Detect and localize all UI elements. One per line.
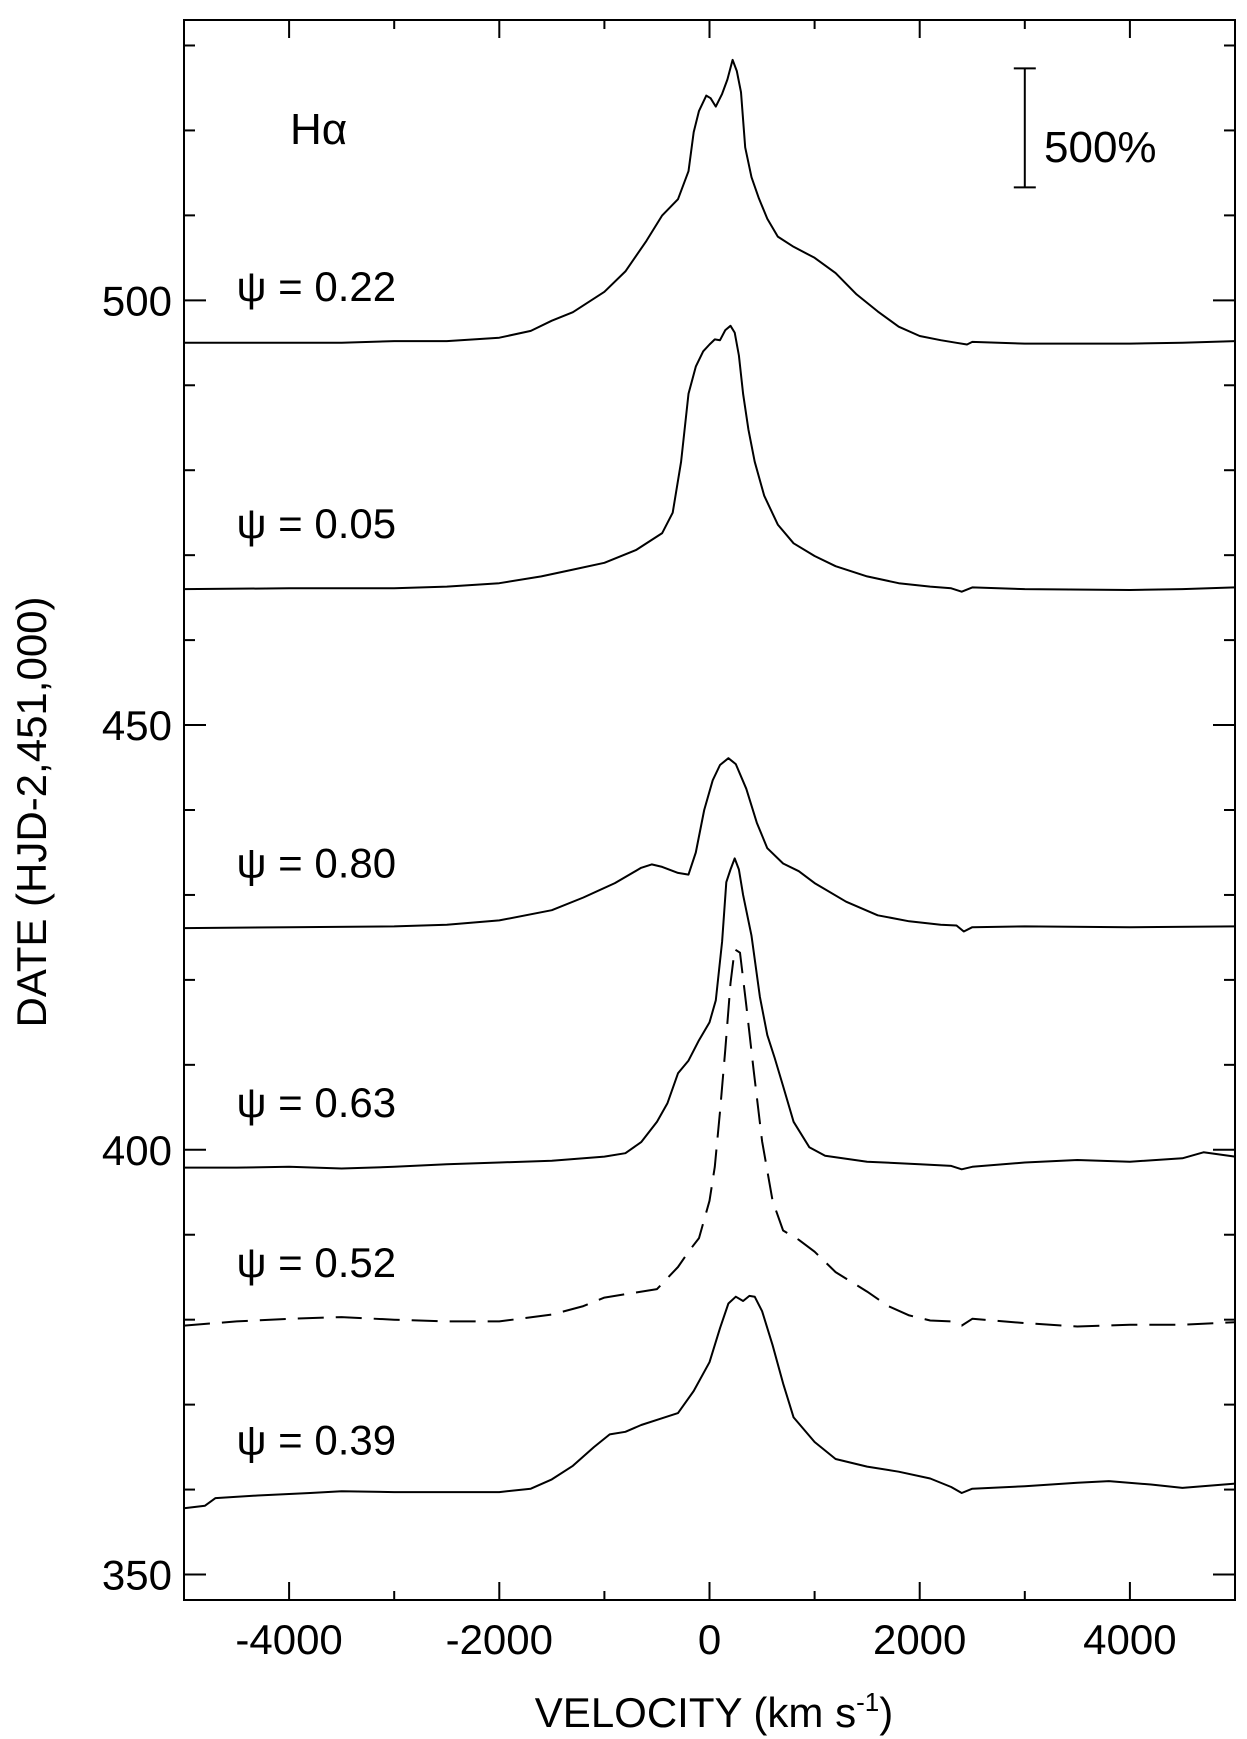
h-alpha-label: Hα (290, 105, 347, 154)
phase-label: ψ = 0.80 (237, 840, 397, 887)
spectrum-line (184, 857, 1236, 1171)
x-tick-label: -2000 (446, 1616, 553, 1663)
scale-bar: 500% (1013, 67, 1157, 189)
y-tick-label: 450 (102, 702, 172, 749)
series-group (183, 58, 1236, 1510)
x-axis-label-superscript: -1 (856, 1687, 879, 1717)
y-tick-label: 500 (102, 277, 172, 324)
spectrum-line (183, 1294, 1236, 1510)
phase-label: ψ = 0.05 (237, 500, 397, 547)
x-tick-label: 4000 (1083, 1616, 1176, 1663)
spectrum-line (183, 948, 1236, 1328)
y-tick-label: 400 (102, 1127, 172, 1174)
x-axis-label: VELOCITY (km s-1) (535, 1687, 893, 1736)
x-tick-label: 2000 (873, 1616, 966, 1663)
phase-label: ψ = 0.22 (237, 263, 397, 310)
spectrum-line (183, 757, 1236, 933)
phase-label: ψ = 0.52 (237, 1239, 397, 1286)
scale-bar-label: 500% (1044, 123, 1157, 172)
phase-label: ψ = 0.63 (237, 1079, 397, 1126)
tick-labels: -4000 -2000 0 2000 4000 350 400 450 500 (102, 277, 1177, 1663)
phase-label: ψ = 0.39 (237, 1416, 397, 1463)
x-tick-label: -4000 (235, 1616, 342, 1663)
y-tick-label: 350 (102, 1552, 172, 1599)
x-tick-label: 0 (698, 1616, 721, 1663)
spectrum-line (183, 324, 1236, 593)
series-labels: ψ = 0.22 ψ = 0.05 ψ = 0.80 ψ = 0.63 ψ = 0.52… (237, 263, 397, 1464)
spectrum-line (184, 58, 1236, 346)
y-axis-label: DATE (HJD-2,451,000) (8, 596, 55, 1027)
ticks (183, 20, 1236, 1600)
